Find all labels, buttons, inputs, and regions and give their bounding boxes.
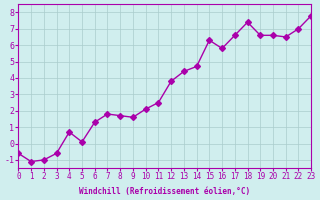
X-axis label: Windchill (Refroidissement éolien,°C): Windchill (Refroidissement éolien,°C) bbox=[79, 187, 250, 196]
